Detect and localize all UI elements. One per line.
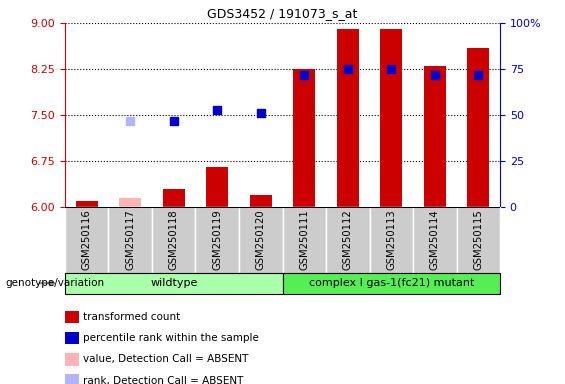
Bar [108, 207, 152, 273]
Bar [467, 48, 489, 207]
Text: GSM250114: GSM250114 [430, 210, 440, 270]
Text: wildtype: wildtype [150, 278, 197, 288]
Text: GSM250116: GSM250116 [82, 210, 92, 270]
Bar [76, 201, 98, 207]
Text: GSM250119: GSM250119 [212, 210, 222, 270]
Text: GSM250113: GSM250113 [386, 210, 396, 270]
Bar [293, 69, 315, 207]
Bar [65, 207, 108, 273]
Text: complex I gas-1(fc21) mutant: complex I gas-1(fc21) mutant [308, 278, 474, 288]
Text: genotype/variation: genotype/variation [6, 278, 105, 288]
Bar [206, 167, 228, 207]
Text: transformed count: transformed count [83, 312, 180, 322]
Text: percentile rank within the sample: percentile rank within the sample [83, 333, 259, 343]
Text: GSM250115: GSM250115 [473, 210, 483, 270]
Bar [337, 29, 359, 207]
Bar [250, 195, 272, 207]
Text: GSM250111: GSM250111 [299, 210, 309, 270]
Point [212, 107, 221, 113]
Bar [370, 207, 413, 273]
Point [256, 110, 265, 116]
Point [299, 71, 308, 78]
Bar [424, 66, 446, 207]
Bar [119, 198, 141, 207]
Text: GSM250120: GSM250120 [256, 210, 266, 270]
Point [169, 118, 178, 124]
Bar [239, 207, 282, 273]
Title: GDS3452 / 191073_s_at: GDS3452 / 191073_s_at [207, 7, 358, 20]
Text: GSM250117: GSM250117 [125, 210, 135, 270]
Bar [413, 207, 457, 273]
Point [473, 71, 483, 78]
Text: value, Detection Call = ABSENT: value, Detection Call = ABSENT [83, 354, 249, 364]
Bar [282, 207, 326, 273]
Bar [326, 207, 370, 273]
Bar [195, 207, 239, 273]
Point [343, 66, 352, 72]
Bar [65, 273, 282, 294]
Bar [380, 29, 402, 207]
Bar [152, 207, 195, 273]
Point [125, 118, 134, 124]
Text: rank, Detection Call = ABSENT: rank, Detection Call = ABSENT [83, 376, 244, 384]
Bar [457, 207, 500, 273]
Point [386, 66, 396, 72]
Point [430, 71, 439, 78]
Bar [163, 189, 185, 207]
Bar [282, 273, 500, 294]
Text: GSM250112: GSM250112 [343, 210, 353, 270]
Text: GSM250118: GSM250118 [169, 210, 179, 270]
